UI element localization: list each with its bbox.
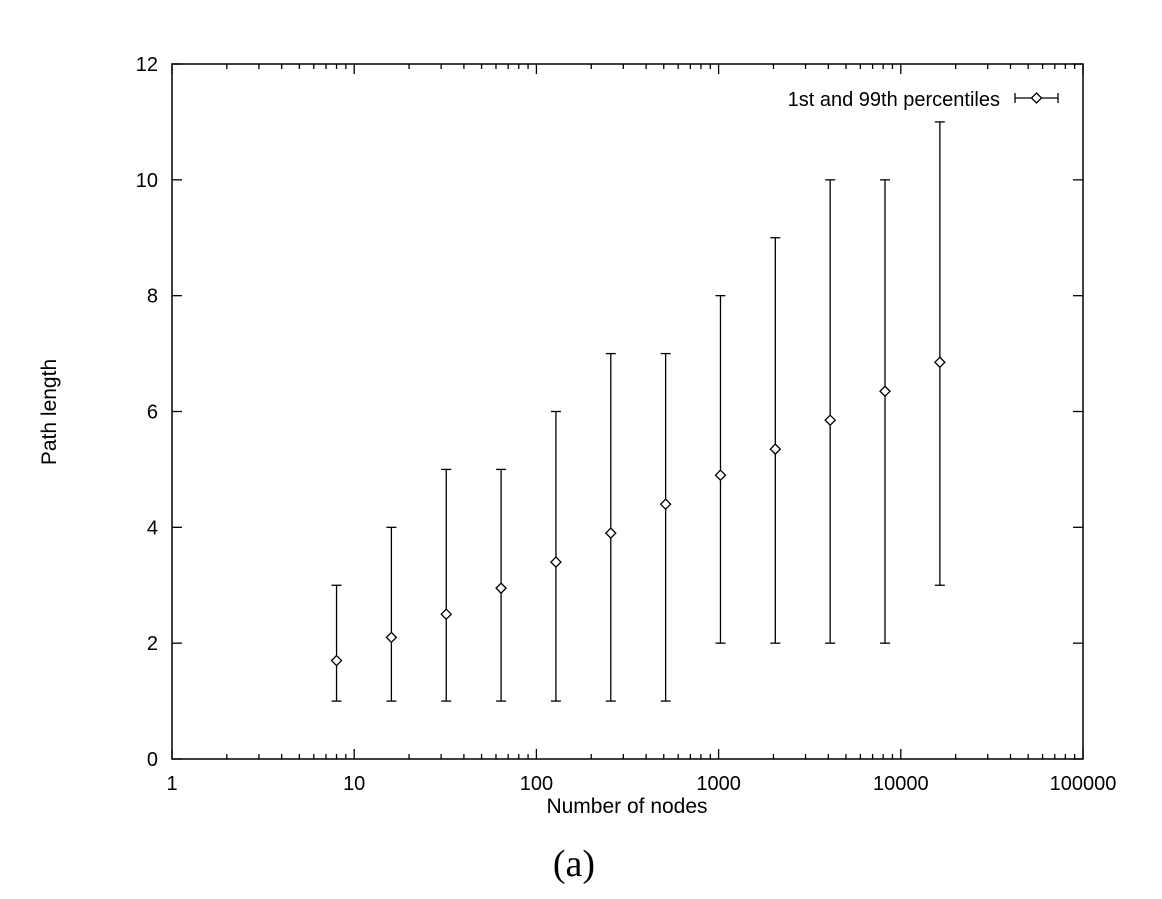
legend-label: 1st and 99th percentiles xyxy=(788,89,1000,111)
legend-key xyxy=(1014,92,1059,104)
data-point xyxy=(440,468,453,702)
data-point xyxy=(824,179,837,644)
diamond-marker xyxy=(495,582,508,595)
y-axis-label: Path length xyxy=(38,359,61,465)
figure-caption: (a) xyxy=(553,843,595,885)
legend-diamond-marker xyxy=(1030,92,1043,104)
y-tick-label: 8 xyxy=(147,286,158,308)
diamond-marker xyxy=(769,443,782,456)
diamond-marker xyxy=(879,385,891,398)
data-point xyxy=(933,121,946,586)
x-tick-label: 1000 xyxy=(696,773,741,795)
x-tick-label: 100 xyxy=(520,773,553,795)
x-tick-label: 1 xyxy=(166,773,177,795)
data-point xyxy=(769,237,782,644)
diamond-marker xyxy=(604,527,617,540)
data-point xyxy=(604,352,617,702)
data-point xyxy=(495,468,508,702)
data-point xyxy=(385,526,398,702)
x-tick-label: 10000 xyxy=(873,773,929,795)
y-tick-label: 6 xyxy=(147,402,158,424)
data-point xyxy=(659,352,672,702)
x-tick-label: 10 xyxy=(343,773,365,795)
axis-ticks: 1 10 100 1000 10000 100000 0 2 4 6 8 10 12 xyxy=(136,54,1117,795)
diamond-marker xyxy=(659,498,672,511)
data-point xyxy=(714,295,727,644)
y-tick-label: 2 xyxy=(147,633,158,655)
x-axis-label: Number of nodes xyxy=(546,795,707,818)
diamond-marker xyxy=(824,414,837,427)
y-tick-label: 12 xyxy=(136,54,158,76)
x-tick-label: 100000 xyxy=(1050,773,1117,795)
data-point xyxy=(330,584,343,702)
data-series xyxy=(330,121,946,702)
plot-frame xyxy=(171,63,1084,760)
diamond-marker xyxy=(330,654,343,667)
data-point xyxy=(879,179,891,644)
y-tick-label: 4 xyxy=(147,517,158,539)
diamond-marker xyxy=(550,556,562,569)
legend: 1st and 99th percentiles xyxy=(788,89,1059,111)
diamond-marker xyxy=(933,356,946,369)
y-tick-label: 10 xyxy=(136,170,158,192)
diamond-marker xyxy=(440,608,453,621)
diamond-marker xyxy=(385,631,398,644)
data-point xyxy=(550,410,562,702)
y-tick-label: 0 xyxy=(147,749,158,771)
diamond-marker xyxy=(714,469,727,482)
